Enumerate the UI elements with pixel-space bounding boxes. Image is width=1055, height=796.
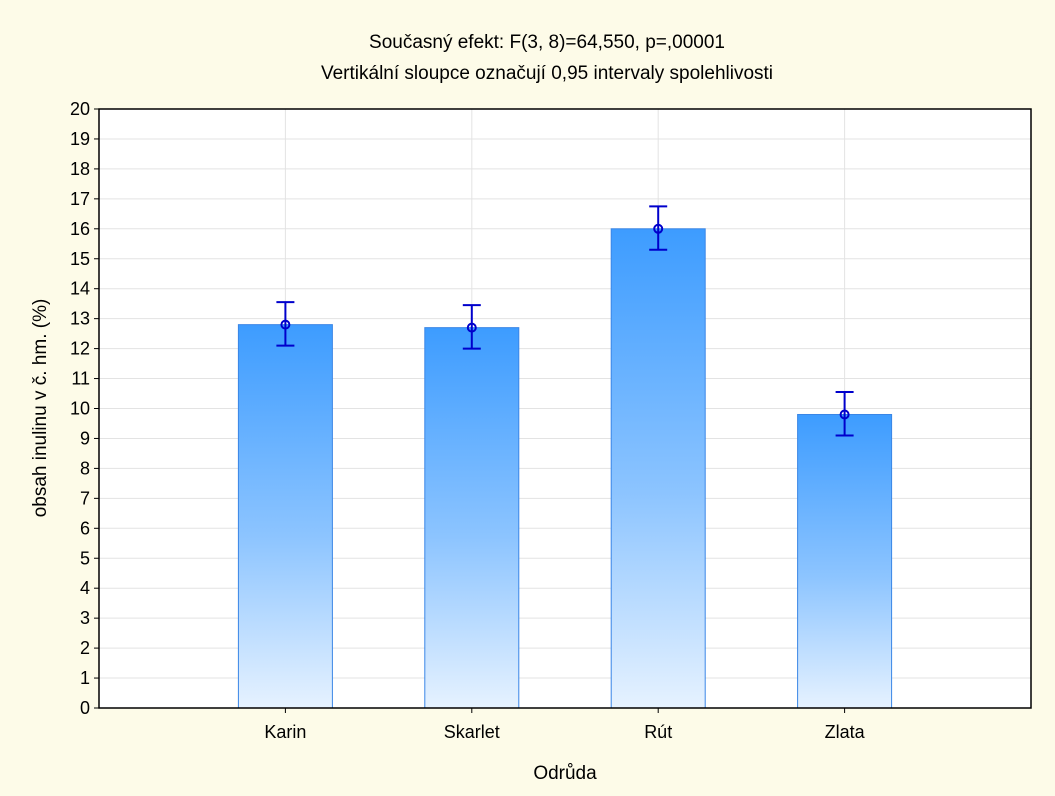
- y-tick-label: 3: [80, 608, 90, 628]
- y-tick-label: 12: [70, 339, 90, 359]
- y-tick-label: 2: [80, 638, 90, 658]
- x-axis-label: Odrůda: [533, 763, 597, 784]
- y-tick-label: 0: [80, 698, 90, 718]
- chart-title: Současný efekt: F(3, 8)=64,550, p=,00001: [369, 32, 725, 53]
- chart-subtitle: Vertikální sloupce označují 0,95 interva…: [321, 63, 773, 84]
- y-tick-label: 20: [70, 99, 90, 119]
- mean-marker: [653, 223, 664, 234]
- y-tick-label: 11: [71, 369, 90, 389]
- y-tick-label: 7: [80, 488, 90, 508]
- error-bar-skarlet: [462, 304, 481, 350]
- x-axis-ticks: Karin Skarlet Rút Zlata: [264, 708, 866, 742]
- y-tick-label: 6: [80, 518, 90, 538]
- y-tick-label: 19: [70, 129, 90, 149]
- error-bars-group: [276, 205, 854, 437]
- mean-marker: [280, 319, 291, 330]
- bar-rút: [610, 228, 706, 709]
- y-tick-label: 16: [70, 219, 90, 239]
- y-axis-label: obsah inulinu v č. hm. (%): [30, 299, 51, 518]
- y-tick-label: 13: [70, 309, 90, 329]
- bar-skarlet: [424, 327, 520, 709]
- y-tick-label: 14: [70, 279, 90, 299]
- bar-karin: [237, 324, 333, 709]
- bar-zlata: [797, 413, 893, 709]
- y-tick-label: 8: [80, 458, 90, 478]
- mean-marker: [466, 322, 477, 333]
- y-tick-label: 15: [70, 249, 90, 269]
- y-tick-label: 9: [80, 428, 90, 448]
- y-tick-label: 1: [80, 668, 90, 688]
- x-tick-label-zlata: Zlata: [825, 722, 866, 742]
- error-bar-karin: [276, 301, 295, 347]
- y-tick-label: 17: [70, 189, 90, 209]
- x-tick-label-rút: Rút: [644, 722, 672, 742]
- x-tick-label-karin: Karin: [264, 722, 306, 742]
- bars-group: [237, 228, 893, 709]
- error-bar-rút: [649, 205, 668, 251]
- y-tick-label: 5: [80, 548, 90, 568]
- y-tick-label: 10: [70, 399, 90, 419]
- mean-marker: [839, 409, 850, 420]
- error-bar-zlata: [835, 391, 854, 437]
- y-tick-label: 18: [70, 159, 90, 179]
- y-tick-label: 4: [80, 578, 90, 598]
- x-tick-label-skarlet: Skarlet: [444, 722, 500, 742]
